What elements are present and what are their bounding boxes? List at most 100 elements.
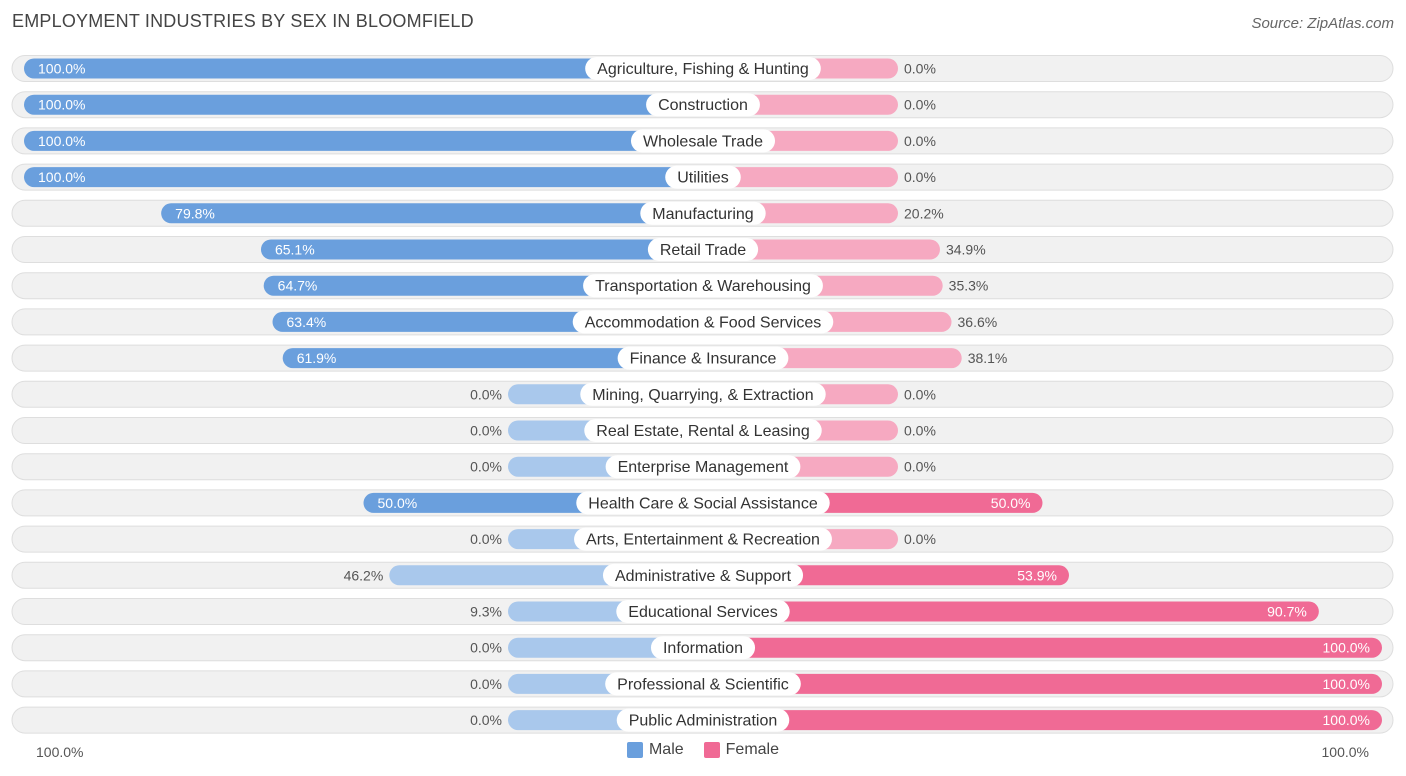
- female-value-label: 35.3%: [949, 278, 989, 294]
- female-bar: [703, 167, 898, 188]
- male-bar: [282, 348, 703, 369]
- male-bar: [24, 58, 703, 79]
- male-value-label: 0.0%: [470, 712, 502, 728]
- female-value-label: 0.0%: [904, 531, 936, 547]
- axis-left-label: 100.0%: [36, 744, 84, 760]
- legend-male-label: Male: [648, 741, 684, 758]
- category-label-pill: [616, 600, 790, 623]
- source-note: Source: ZipAtlas.com: [1251, 15, 1394, 32]
- category-label: Real Estate, Rental & Leasing: [596, 423, 809, 440]
- category-label-pill: [580, 382, 826, 406]
- legend-female-label: Female: [725, 741, 780, 758]
- male-value-label: 0.0%: [470, 531, 502, 547]
- female-value-label: 36.6%: [958, 314, 998, 330]
- category-label-pill: [572, 310, 834, 334]
- legend: Male Female: [0, 741, 1406, 759]
- category-label: Enterprise Management: [618, 459, 789, 476]
- category-label: Wholesale Trade: [643, 133, 763, 150]
- category-label: Arts, Entertainment & Recreation: [586, 532, 820, 549]
- category-label-pill: [605, 672, 801, 696]
- category-label-pill: [605, 455, 801, 479]
- category-label: Educational Services: [628, 604, 777, 621]
- category-label: Transportation & Warehousing: [595, 278, 811, 295]
- female-value-label: 0.0%: [904, 133, 936, 149]
- male-bar: [24, 94, 703, 115]
- category-label: Utilities: [677, 170, 729, 187]
- category-label-pill: [616, 708, 790, 732]
- male-value-label: 63.4%: [287, 314, 327, 330]
- legend-female: Female: [703, 741, 780, 759]
- male-value-label: 0.0%: [470, 386, 502, 402]
- female-value-label: 0.0%: [904, 423, 936, 439]
- male-value-label: 0.0%: [470, 459, 502, 475]
- category-label: Mining, Quarrying, & Extraction: [592, 387, 813, 404]
- category-label-pill: [574, 527, 832, 551]
- female-value-label: 100.0%: [1323, 676, 1370, 692]
- category-label: Retail Trade: [660, 242, 746, 259]
- category-label: Information: [663, 640, 743, 657]
- category-label: Manufacturing: [652, 206, 753, 223]
- female-value-label: 38.1%: [968, 350, 1008, 366]
- male-value-label: 79.8%: [175, 205, 215, 221]
- category-label: Finance & Insurance: [630, 351, 777, 368]
- category-label-pill: [646, 93, 760, 117]
- male-bar: [260, 239, 703, 260]
- female-bar: [703, 710, 1382, 731]
- category-label: Administrative & Support: [615, 568, 792, 585]
- male-value-label: 65.1%: [275, 242, 315, 258]
- category-label: Agriculture, Fishing & Hunting: [597, 61, 809, 78]
- male-value-label: 100.0%: [38, 133, 85, 149]
- male-value-label: 0.0%: [470, 676, 502, 692]
- category-label-pill: [630, 129, 776, 153]
- male-value-label: 50.0%: [378, 495, 418, 511]
- female-bar: [703, 239, 940, 260]
- axis-right-label: 100.0%: [1321, 744, 1369, 760]
- male-value-label: 0.0%: [470, 423, 502, 439]
- category-label: Accommodation & Food Services: [585, 314, 822, 331]
- category-label-pill: [650, 636, 756, 660]
- male-value-label: 100.0%: [38, 61, 85, 77]
- male-value-label: 100.0%: [38, 169, 85, 185]
- female-value-label: 20.2%: [904, 205, 944, 221]
- category-label-pill: [617, 346, 789, 370]
- legend-female-swatch: [703, 742, 720, 758]
- male-value-label: 100.0%: [38, 97, 85, 113]
- chart-title: EMPLOYMENT INDUSTRIES BY SEX IN BLOOMFIE…: [12, 11, 474, 31]
- category-label-pill: [602, 563, 804, 587]
- female-bar: [703, 601, 1319, 622]
- male-value-label: 64.7%: [278, 278, 318, 294]
- male-bar: [24, 130, 703, 151]
- category-label: Professional & Scientific: [617, 676, 789, 693]
- legend-male: Male: [626, 741, 684, 759]
- female-value-label: 0.0%: [904, 386, 936, 402]
- female-value-label: 90.7%: [1267, 604, 1307, 620]
- female-value-label: 53.9%: [1017, 567, 1057, 583]
- female-value-label: 0.0%: [904, 97, 936, 113]
- category-label: Health Care & Social Assistance: [588, 495, 818, 512]
- category-label-pill: [583, 274, 823, 298]
- female-value-label: 0.0%: [904, 169, 936, 185]
- category-label-pill: [640, 201, 766, 225]
- category-label: Public Administration: [629, 713, 778, 730]
- female-bar: [703, 673, 1382, 694]
- male-bar: [161, 203, 703, 224]
- female-bar: [703, 637, 1382, 658]
- legend-male-swatch: [626, 742, 643, 758]
- category-label-pill: [576, 491, 830, 515]
- female-value-label: 0.0%: [904, 61, 936, 77]
- female-value-label: 50.0%: [991, 495, 1031, 511]
- male-value-label: 61.9%: [297, 350, 337, 366]
- female-value-label: 34.9%: [946, 242, 986, 258]
- category-label-pill: [647, 238, 759, 261]
- category-label: Construction: [658, 97, 748, 114]
- category-label-pill: [585, 57, 821, 80]
- male-value-label: 9.3%: [470, 604, 502, 620]
- female-value-label: 100.0%: [1323, 640, 1370, 656]
- category-label-pill: [665, 165, 741, 189]
- category-label-pill: [584, 419, 822, 442]
- male-bar: [24, 167, 703, 188]
- female-value-label: 0.0%: [904, 459, 936, 475]
- male-value-label: 46.2%: [344, 567, 384, 583]
- male-value-label: 0.0%: [470, 640, 502, 656]
